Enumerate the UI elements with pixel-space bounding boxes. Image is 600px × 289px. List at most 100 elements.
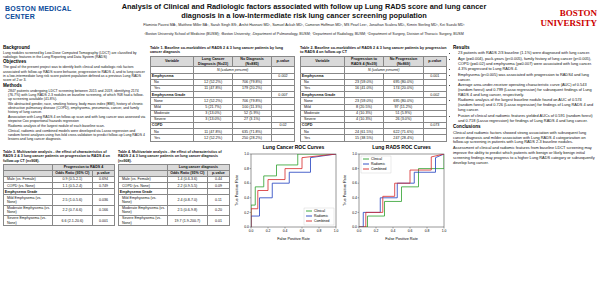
header-cell: Variable bbox=[151, 56, 194, 67]
cell: 19.7 (1.9-200.7) bbox=[167, 216, 207, 226]
section-heading: Background bbox=[3, 46, 146, 50]
cell: 0.20 bbox=[207, 205, 229, 215]
cell: 2.5 (1.0-5.6) bbox=[52, 195, 92, 205]
header-row: VariableProgression to RADS 4 (N=39)No P… bbox=[301, 56, 447, 67]
cell: Yes bbox=[301, 135, 345, 141]
legend-box bbox=[304, 208, 334, 225]
x-tick-label: 0.2 bbox=[266, 229, 271, 233]
bullet: Radiomic analysis of the largest nodule … bbox=[8, 124, 146, 128]
header-cell: No Diagnosis (N=885) bbox=[233, 56, 272, 67]
x-tick-label: 0.0 bbox=[357, 229, 362, 233]
y-tick bbox=[358, 227, 360, 228]
section: Methods2847 patients undergoing LDCT scr… bbox=[3, 84, 146, 142]
y-tick bbox=[358, 197, 360, 198]
x-tick-label: 1.0 bbox=[334, 229, 339, 233]
table: VariableProgression to RADS 4 (N=39)No P… bbox=[300, 56, 447, 142]
y-tick bbox=[358, 212, 360, 213]
plot-area bbox=[359, 154, 444, 227]
y-axis-label: True Positive Rate bbox=[235, 175, 239, 206]
header-cell: Variable bbox=[301, 56, 345, 67]
legend-label: Clinical bbox=[371, 157, 382, 161]
legend-label: Combined bbox=[371, 167, 387, 171]
bullet: Association with Lung RADS 4 on follow-u… bbox=[8, 115, 146, 123]
section: BackgroundLung nodules screened by Low-D… bbox=[3, 46, 146, 59]
table: Lung cancer diagnosisOdds Ratio (95% CI)… bbox=[118, 164, 230, 227]
left-column: BackgroundLung nodules screened by Low-D… bbox=[3, 44, 146, 142]
cell: Mild Emphysema (vs. None) bbox=[119, 195, 168, 205]
legend-swatch bbox=[306, 211, 312, 212]
cell: Moderate Emphysema (vs. None) bbox=[4, 205, 53, 215]
roc-line bbox=[359, 154, 444, 227]
y-tick-label: 0.0 bbox=[352, 225, 357, 229]
roc-line bbox=[251, 154, 336, 227]
bullet: 23 patients with RADS 2/3 baseline (1.1%… bbox=[458, 51, 597, 56]
title: Analysis of Clinical and Radiologic fact… bbox=[108, 3, 500, 20]
y-tick-label: 0.6 bbox=[244, 181, 249, 185]
cell: Mild Emphysema (vs. None) bbox=[4, 195, 53, 205]
section-heading: Conclusions bbox=[453, 125, 597, 130]
bullet: Age (p=0.004), pack-years (p<0.005), fam… bbox=[458, 57, 597, 67]
cell: 2.5 (0.6-9.8) bbox=[167, 205, 207, 215]
header-cell: Progression to RADS 4 (N=39) bbox=[344, 56, 383, 67]
cell: 15 (38.5%) bbox=[344, 135, 383, 141]
cell: 6.6 (2.1-20.6) bbox=[52, 216, 92, 226]
y-tick bbox=[250, 183, 252, 184]
x-axis-label: False Positive Rate bbox=[277, 237, 310, 241]
header-cell: p-value bbox=[423, 56, 446, 67]
x-tick-label: 1.0 bbox=[442, 229, 447, 233]
cell: 0.01 bbox=[207, 216, 229, 226]
legend-label: Radiomic bbox=[371, 162, 385, 166]
y-tick-label: 0.6 bbox=[352, 181, 357, 185]
cell: 0.036 bbox=[92, 195, 114, 205]
y-tick-label: 0.2 bbox=[352, 211, 357, 215]
cell: 2.2 (0.7-6.6) bbox=[52, 205, 92, 215]
bullet-list: 2847 patients undergoing LDCT screening … bbox=[3, 89, 146, 142]
table-caption: Table 2. Baseline co-morbidities of RADS… bbox=[300, 46, 447, 55]
header-cell: Lung Cancer Diagnosis (N=23) bbox=[194, 56, 233, 67]
y-axis-label: True Positive Rate bbox=[343, 175, 347, 206]
y-tick bbox=[250, 212, 252, 213]
cell: 0.001 bbox=[92, 216, 114, 226]
x-axis-label: False Positive Rate bbox=[385, 237, 418, 241]
header-cell: No Progression (N=869) bbox=[384, 56, 423, 67]
y-tick bbox=[250, 227, 252, 228]
table-caption: Table 1. Baseline co-morbidities of RADS… bbox=[150, 46, 295, 55]
plot-frame bbox=[251, 154, 336, 227]
cell bbox=[423, 135, 446, 141]
legend-swatch bbox=[363, 169, 369, 170]
y-tick-label: 0.0 bbox=[244, 225, 249, 229]
table-row: Mild Emphysema (vs. None)2.5 (1.0-5.6)0.… bbox=[4, 195, 115, 205]
section-heading: Results bbox=[453, 46, 597, 51]
table-2: Table 2. Baseline co-morbidities of RADS… bbox=[300, 46, 447, 142]
bullet: We abstracted gender, race, smoking hist… bbox=[8, 102, 146, 115]
x-tick-label: 0.4 bbox=[283, 229, 288, 233]
bullet: Average area-under-receiver operating ch… bbox=[458, 83, 597, 98]
header-row: VariableLung Cancer Diagnosis (N=23)No D… bbox=[151, 56, 295, 67]
cell: Moderate Emphysema (vs. None) bbox=[119, 205, 168, 215]
legend: ClinicalRadiomicCombined bbox=[361, 156, 391, 173]
y-tick-label: 1.0 bbox=[352, 152, 357, 156]
section: ObjectivesThe goal of the present projec… bbox=[3, 60, 146, 82]
table-3: Table 3. Multivariate analysis - the eff… bbox=[3, 150, 115, 226]
table-caption: Table 4. Multivariate analysis - the eff… bbox=[118, 150, 230, 163]
legend-swatch bbox=[363, 164, 369, 165]
plot-area bbox=[251, 154, 336, 227]
table-row: Severe Emphysema (vs. None)19.7 (1.9-200… bbox=[119, 216, 230, 226]
authors: Flaminio Pavesi MA¹, Matthew Miller BA¹,… bbox=[108, 23, 500, 27]
table-row: Moderate Emphysema (vs. None)2.5 (0.6-9.… bbox=[119, 205, 230, 215]
paragraph: Lung nodules screened by Low-Dose Comput… bbox=[3, 51, 146, 59]
cell: Severe Emphysema (vs. None) bbox=[119, 216, 168, 226]
header-cell: Odds Ratio (95% CI) bbox=[167, 170, 207, 176]
paragraph: The goal of the present project was to i… bbox=[3, 65, 146, 82]
section-heading: Methods bbox=[3, 84, 146, 88]
y-tick-label: 0.4 bbox=[244, 196, 249, 200]
chart: Lung Cancer ROC Curves0.00.20.40.60.81.0… bbox=[234, 143, 340, 241]
cell: Severe Emphysema (vs. None) bbox=[4, 216, 53, 226]
poster: BOSTON MEDICAL CENTERBOSTON UNIVERSITYAn… bbox=[0, 0, 600, 289]
table: VariableLung Cancer Diagnosis (N=23)No D… bbox=[150, 56, 295, 142]
table-row: Yes12 (52.2%)250 (28.2%) bbox=[151, 135, 295, 141]
y-tick-label: 0.8 bbox=[244, 167, 249, 171]
bullet-list: 23 patients with RADS 2/3 baseline (1.1%… bbox=[453, 51, 597, 123]
y-tick bbox=[250, 197, 252, 198]
legend-box bbox=[361, 156, 391, 173]
